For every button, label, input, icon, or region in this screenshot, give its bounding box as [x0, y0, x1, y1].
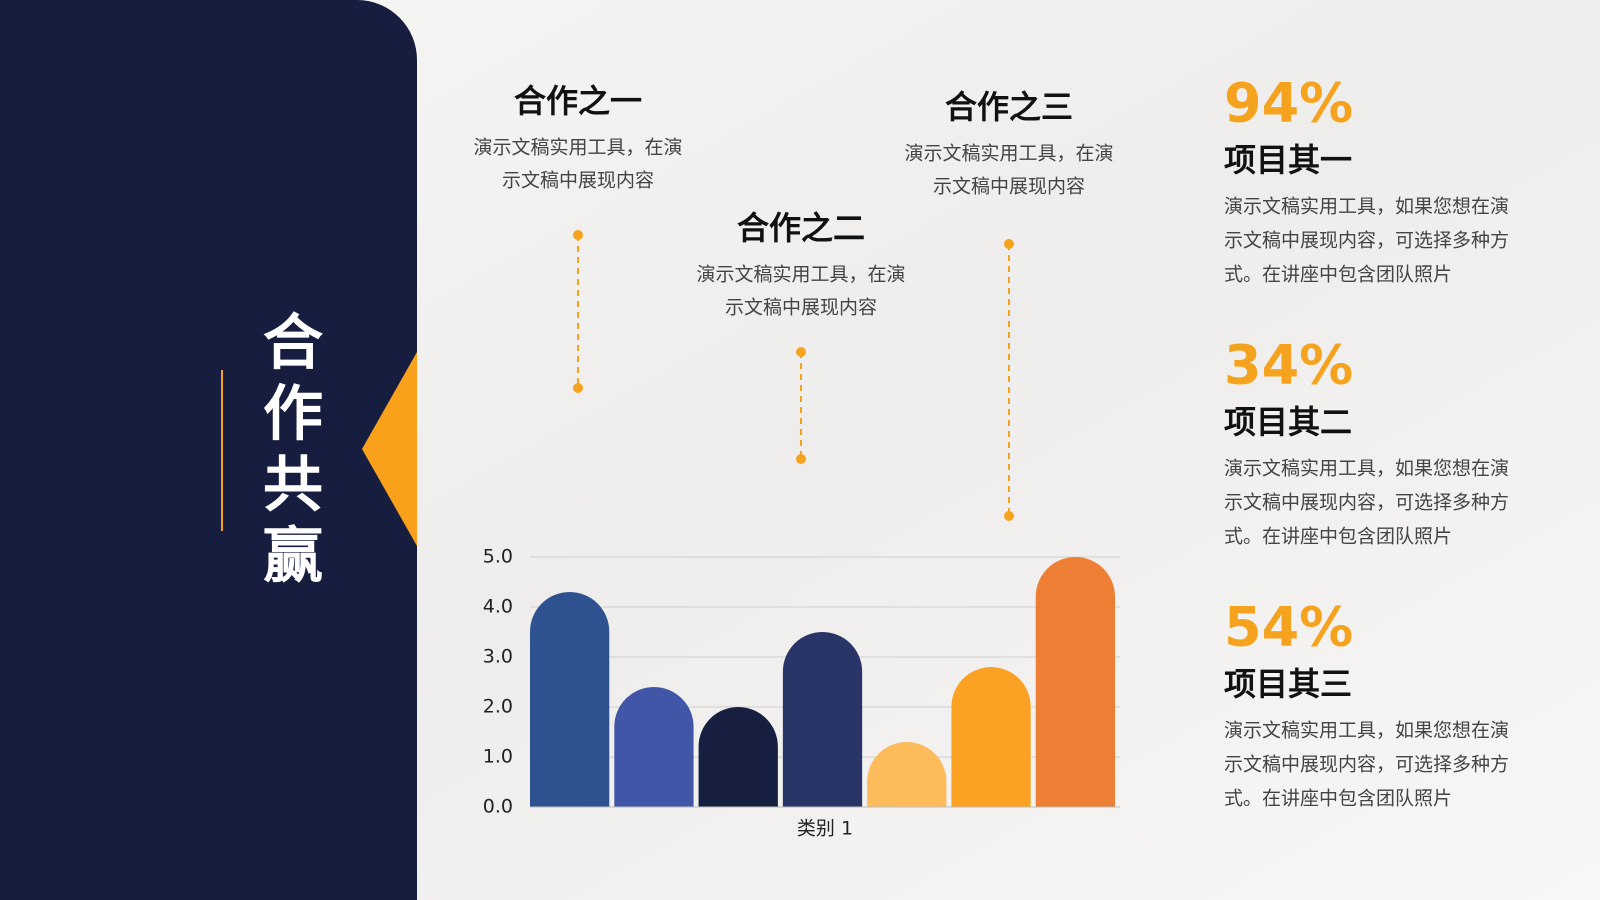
- item-text: 演示文稿实用工具，如果您想在演: [1224, 458, 1509, 480]
- y-tick-label: 5.0: [483, 546, 513, 568]
- side-arrow: [362, 352, 417, 546]
- y-tick-label: 1.0: [483, 746, 513, 768]
- x-tick-label: 类别 1: [797, 818, 853, 840]
- callout-title: 合作之二: [737, 209, 865, 247]
- side-panel: [0, 0, 417, 900]
- item-text: 式。在讲座中包含团队照片: [1224, 526, 1452, 548]
- item-text: 示文稿中展现内容，可选择多种方: [1224, 754, 1509, 776]
- callout-dot: [1004, 239, 1014, 249]
- item-text: 示文稿中展现内容，可选择多种方: [1224, 230, 1509, 252]
- item-percent: 54%: [1224, 596, 1353, 659]
- side-title-char: 共: [263, 451, 323, 521]
- callout-dot: [573, 230, 583, 240]
- bar: [867, 742, 947, 807]
- y-tick-label: 4.0: [483, 596, 513, 618]
- item-title: 项目其一: [1224, 141, 1352, 179]
- callout-text: 示文稿中展现内容: [725, 297, 877, 319]
- bar: [782, 632, 863, 807]
- side-title-char: 作: [263, 380, 323, 450]
- item-title: 项目其二: [1224, 403, 1352, 441]
- callout-text: 演示文稿实用工具，在演: [904, 143, 1113, 165]
- callout-dot: [573, 383, 583, 393]
- bar: [530, 592, 610, 807]
- callout-dot: [1004, 511, 1014, 521]
- bar: [1035, 557, 1115, 807]
- item-title: 项目其三: [1224, 665, 1352, 703]
- y-tick-label: 3.0: [483, 646, 513, 668]
- callout-text: 演示文稿实用工具，在演: [473, 137, 682, 159]
- callout-dot: [796, 347, 806, 357]
- bar: [614, 687, 694, 807]
- item-text: 演示文稿实用工具，如果您想在演: [1224, 720, 1509, 742]
- bar: [951, 667, 1031, 807]
- item-percent: 94%: [1224, 72, 1353, 135]
- item-text: 式。在讲座中包含团队照片: [1224, 264, 1452, 286]
- callout-text: 示文稿中展现内容: [502, 170, 654, 192]
- item-text: 式。在讲座中包含团队照片: [1224, 788, 1452, 810]
- item-text: 演示文稿实用工具，如果您想在演: [1224, 196, 1509, 218]
- item-text: 示文稿中展现内容，可选择多种方: [1224, 492, 1509, 514]
- callout-title: 合作之一: [514, 82, 642, 120]
- side-title-char: 合: [263, 309, 323, 379]
- callout-title: 合作之三: [945, 88, 1073, 126]
- bar: [698, 707, 778, 807]
- y-tick-label: 0.0: [483, 796, 513, 818]
- callout-text: 示文稿中展现内容: [933, 176, 1085, 198]
- callout-dot: [796, 454, 806, 464]
- side-title-char: 赢: [263, 522, 323, 592]
- callout-text: 演示文稿实用工具，在演: [696, 264, 905, 286]
- y-tick-label: 2.0: [483, 696, 513, 718]
- item-percent: 34%: [1224, 334, 1353, 397]
